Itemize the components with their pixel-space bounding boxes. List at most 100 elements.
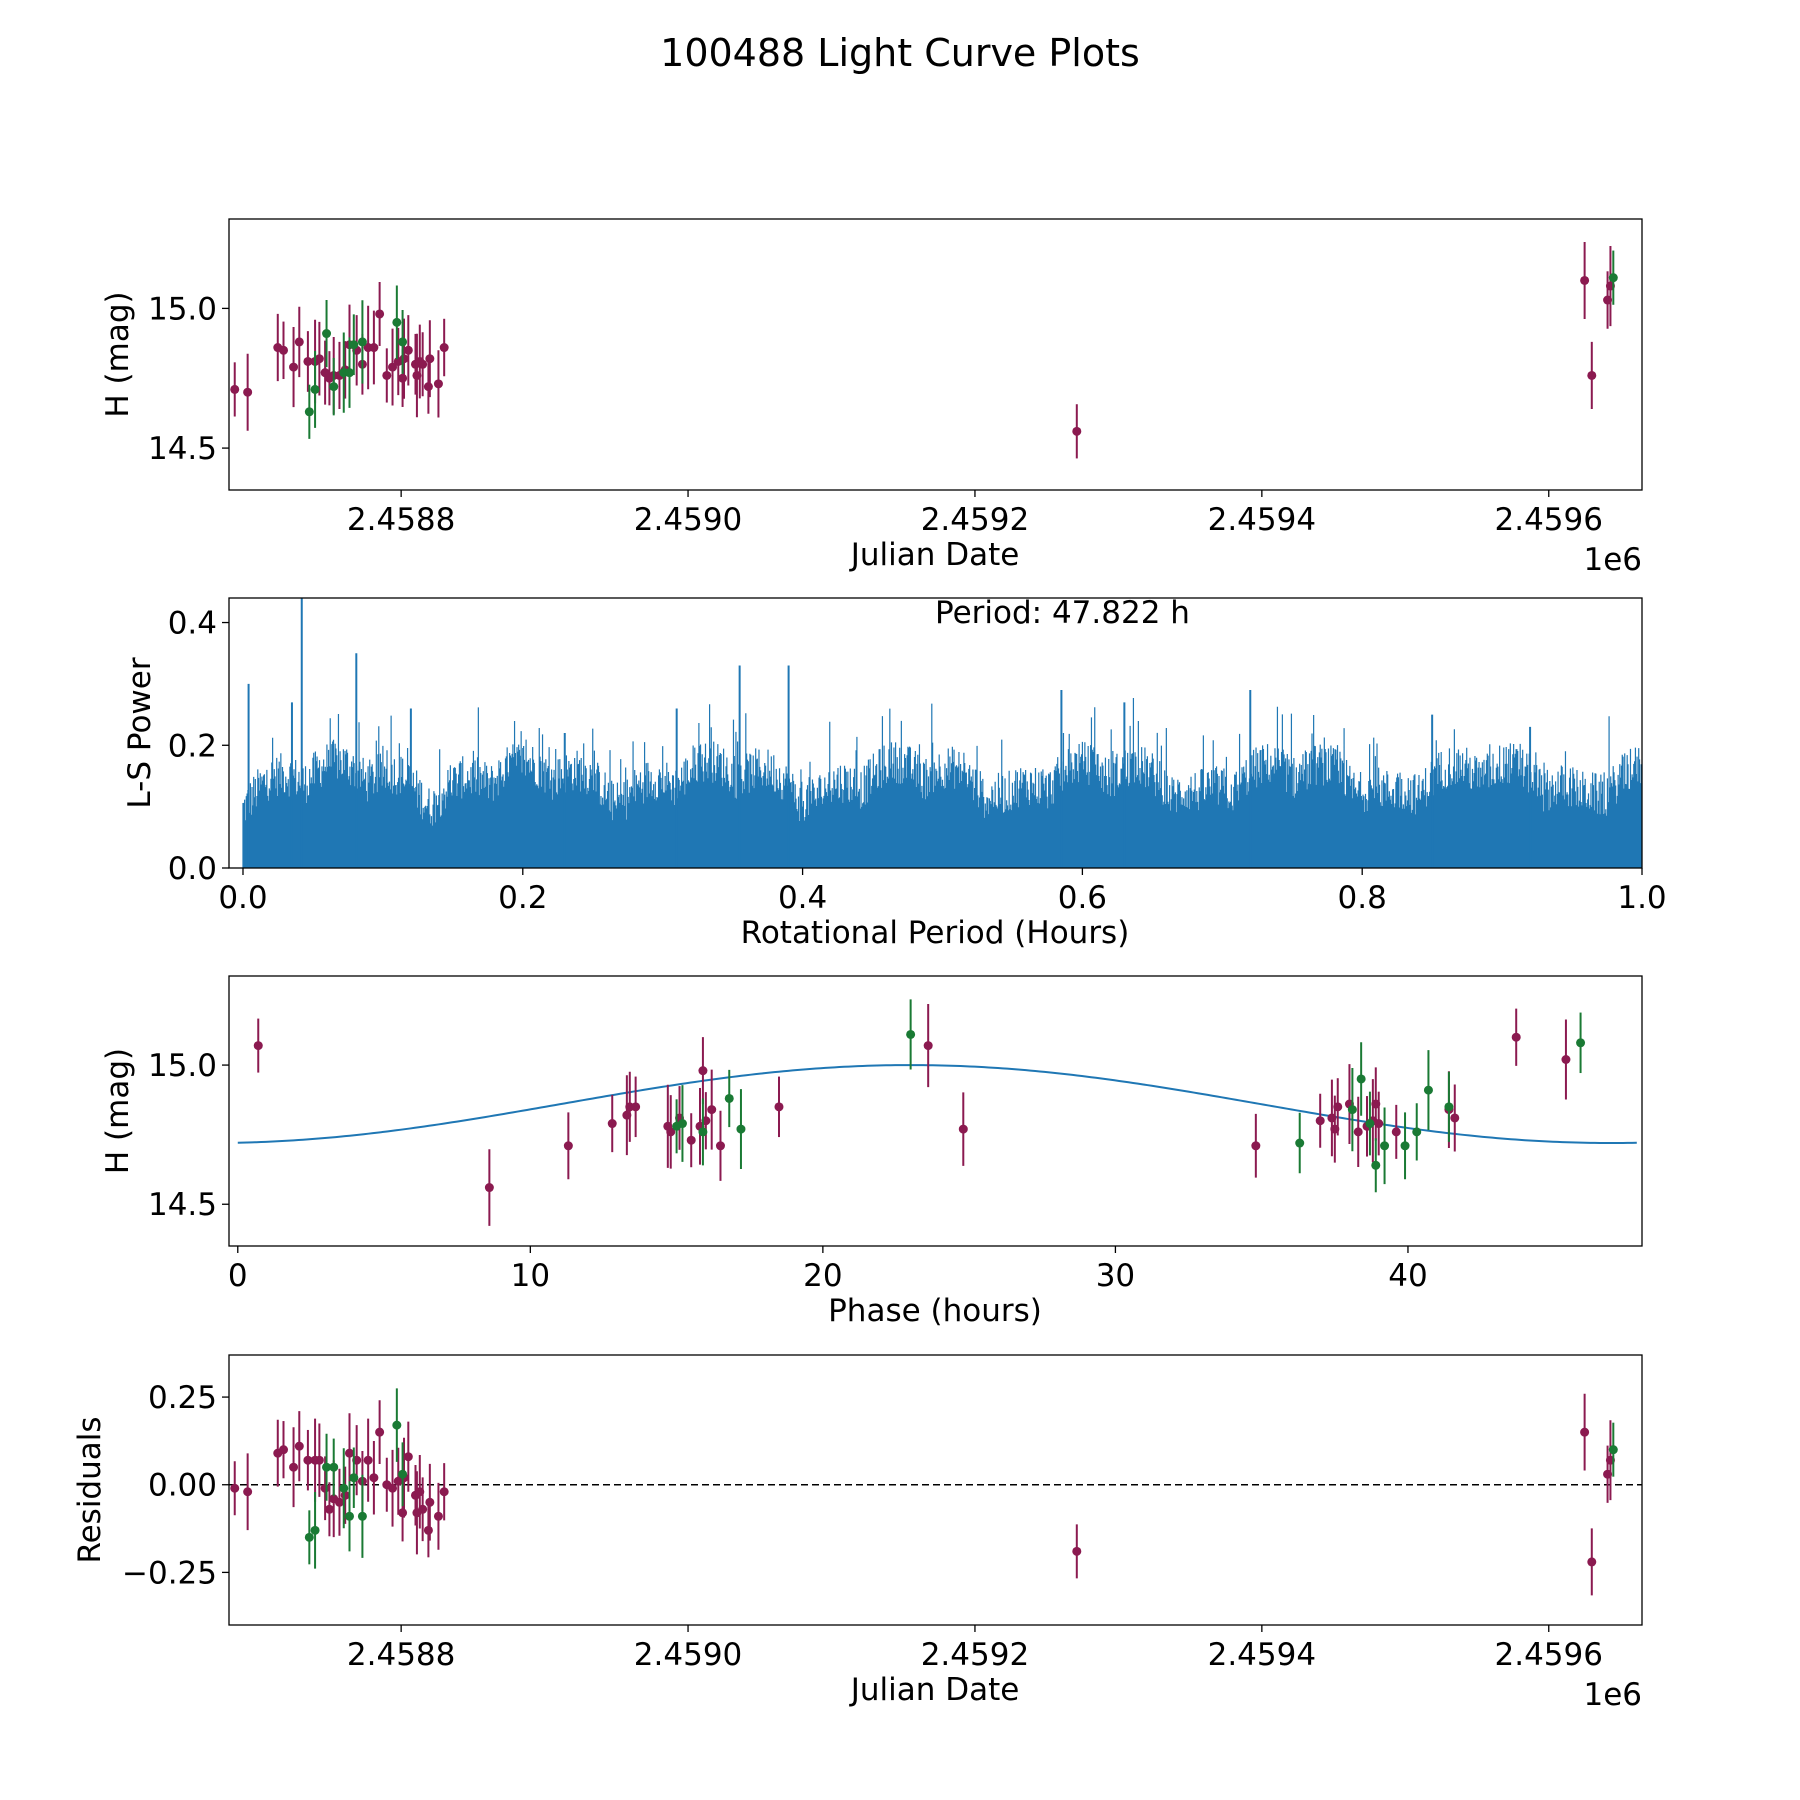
data-point [314,1455,324,1465]
data-point [1511,1032,1521,1042]
x-tick-label: 20 [803,1258,842,1294]
x-tick-label: 2.4594 [1208,1637,1316,1673]
data-point [1423,1085,1433,1095]
x-tick-label: 10 [511,1258,550,1294]
x-tick-label: 2.4588 [347,502,455,538]
lightcurve-axes-frame [228,218,1643,491]
data-point [310,1525,320,1535]
x-tick-label: 2.4590 [634,502,742,538]
data-point [698,1127,708,1137]
x-tick-label: 2.4596 [1495,502,1603,538]
y-tick-label: 15.0 [148,1048,217,1084]
data-point [1371,1160,1381,1170]
data-point [344,1511,354,1521]
y-tick-label: −0.25 [122,1555,217,1591]
data-point [484,1183,494,1193]
y-tick-label: 0.4 [168,606,217,642]
data-point [1444,1102,1454,1112]
data-point [398,1469,408,1479]
phased-plot-area [237,999,1637,1226]
data-point [303,1455,313,1465]
lightcurve-xlabel: Julian Date [849,537,1020,573]
y-tick-label: 14.5 [148,1187,217,1223]
data-point [439,343,449,353]
period-annotation: Period: 47.822 h [935,595,1190,631]
lightcurve-panel: Julian Date H (mag) 1e6 2.4588 2.4590 2.45… [100,218,1643,578]
data-point [1353,1127,1363,1137]
data-point [906,1029,916,1039]
lightcurve-offset-label: 1e6 [1583,542,1642,578]
data-point [322,1462,332,1472]
data-point [1380,1141,1390,1151]
data-point [1608,1445,1618,1455]
phased-xlabel: Phase (hours) [828,1293,1042,1329]
data-point [1391,1127,1401,1137]
data-point [1356,1074,1366,1084]
data-point [339,1483,349,1493]
data-point [425,1497,435,1507]
data-point [375,309,385,319]
x-tick-label: 0 [228,1258,248,1294]
data-point [1072,1546,1082,1556]
data-point [736,1124,746,1134]
residuals-ylabel: Residuals [72,1416,108,1563]
x-tick-label: 2.4588 [347,1637,455,1673]
data-point [398,337,408,347]
x-tick-label: 2.4590 [634,1637,742,1673]
y-tick-label: 0.2 [168,728,217,764]
data-point [304,407,314,417]
x-tick-label: 30 [1096,1258,1135,1294]
data-point [230,1483,240,1493]
data-point [1587,1557,1597,1567]
data-point [398,1508,408,1518]
residuals-axes-frame [228,1354,1643,1626]
data-point [324,1504,334,1514]
y-tick-label: 0.0 [168,851,217,887]
data-point [433,1511,443,1521]
data-point [344,368,354,378]
residuals-panel: Julian Date Residuals 1e6 2.4588 2.4590 2.… [72,1354,1643,1713]
data-point [329,1462,339,1472]
data-point [423,1525,433,1535]
data-point [563,1141,573,1151]
periodogram-axes-frame [228,597,1643,869]
data-point [715,1141,725,1151]
data-point [666,1127,676,1137]
data-point [388,1483,398,1493]
data-point [334,1497,344,1507]
data-point [388,362,398,372]
residuals-xlabel: Julian Date [849,1672,1020,1708]
y-tick-label: 0.00 [148,1468,217,1504]
x-tick-label: 0.2 [498,880,547,916]
data-point [1251,1141,1261,1151]
data-point [304,1532,314,1542]
data-point [289,362,299,372]
data-point [369,343,379,353]
data-point [279,345,289,355]
data-point [1561,1055,1571,1065]
data-point [1333,1102,1343,1112]
data-point [433,379,443,389]
residuals-plot-area [229,1388,1642,1596]
periodogram-power-trace [242,698,1642,868]
data-point [392,317,402,327]
x-tick-label: 40 [1388,1258,1427,1294]
y-tick-label: 14.5 [148,431,217,467]
y-tick-label: 15.0 [148,291,217,327]
lightcurve-ylabel: H (mag) [100,291,136,417]
data-point [958,1124,968,1134]
residuals-offset-label: 1e6 [1583,1677,1642,1713]
data-point [1580,275,1590,285]
data-point [369,1473,379,1483]
data-point [677,1119,687,1129]
data-point [1576,1038,1586,1048]
data-point [349,340,359,350]
data-point [392,1420,402,1430]
data-point [1580,1427,1590,1437]
data-point [1587,370,1597,380]
x-tick-label: 2.4596 [1495,1637,1603,1673]
data-point [774,1102,784,1112]
periodogram-plot-area [242,598,1642,868]
figure-title: 100488 Light Curve Plots [660,31,1140,75]
